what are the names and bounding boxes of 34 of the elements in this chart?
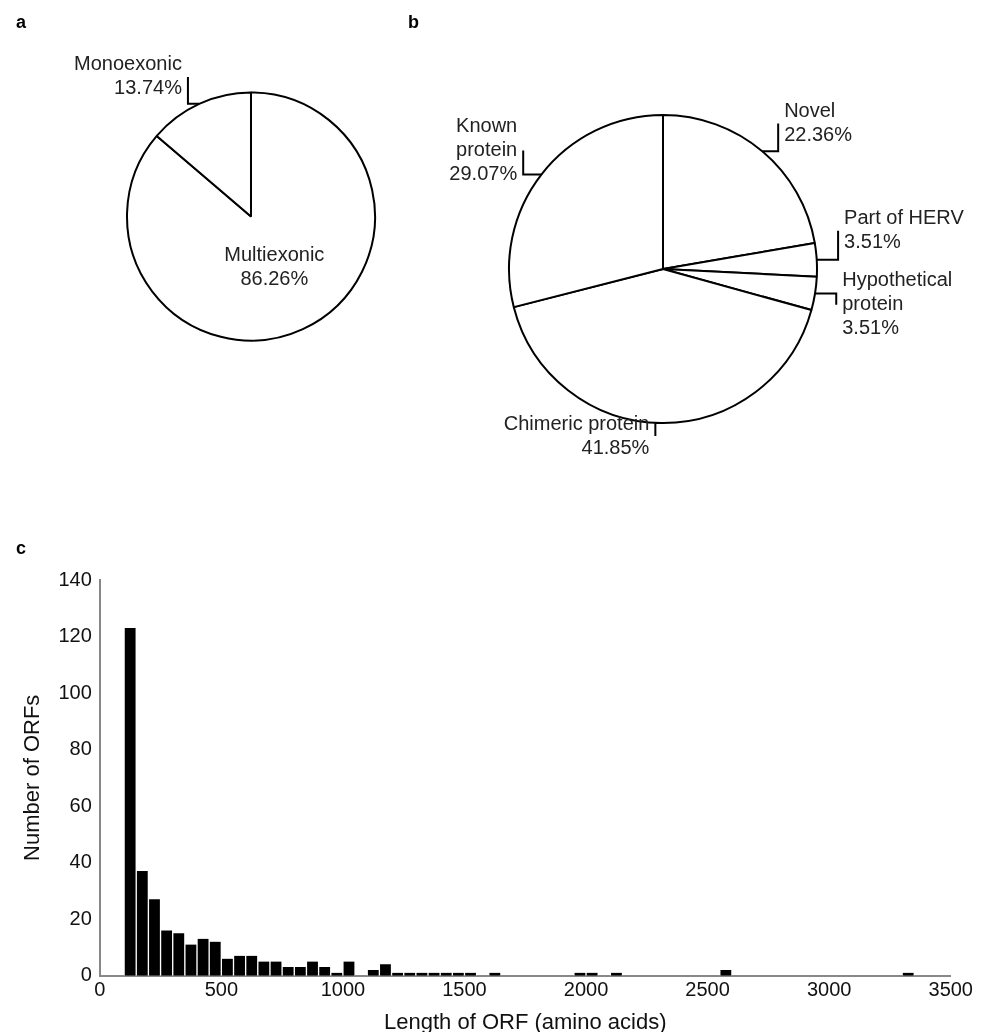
x-tick-label: 2000 (563, 978, 609, 1001)
x-tick-label: 3000 (806, 978, 852, 1001)
x-tick-label: 0 (94, 978, 106, 1001)
slice-label: Multiexonic (224, 242, 325, 265)
chart-title: b (408, 12, 420, 34)
y-axis-title: Number of ORFs (19, 694, 45, 861)
y-tick-label: 80 (69, 737, 92, 760)
x-tick-label: 1500 (442, 978, 487, 1001)
slice-label: Monoexonic (74, 52, 182, 75)
chart-title: c (16, 538, 27, 560)
slice-label: Known protein (456, 113, 518, 160)
data-label: 22.36% (784, 123, 853, 146)
data-label: 3.51% (842, 316, 900, 339)
y-tick-label: 40 (69, 850, 92, 873)
data-label: 29.07% (449, 161, 518, 184)
y-tick-label: 140 (58, 567, 92, 590)
x-tick-label: 500 (204, 978, 239, 1001)
slice-label: Chimeric protein (503, 411, 650, 434)
x-tick-label: 1000 (320, 978, 366, 1001)
chart-title: a (16, 12, 27, 34)
data-label: 13.74% (114, 76, 183, 99)
y-tick-label: 120 (58, 624, 92, 647)
data-label: 41.85% (581, 435, 650, 458)
x-tick-label: 3500 (928, 978, 973, 1001)
x-tick-label: 2500 (685, 978, 730, 1001)
y-tick-label: 100 (58, 680, 92, 703)
data-label: 86.26% (240, 266, 309, 289)
y-tick-label: 0 (80, 963, 92, 986)
slice-label: Novel (784, 99, 836, 122)
y-tick-label: 60 (69, 793, 92, 816)
slice-label: Part of HERV (844, 206, 965, 229)
data-label: 3.51% (844, 230, 902, 253)
slice-label: Hypothetical protein (842, 268, 953, 315)
y-tick-label: 20 (69, 906, 92, 929)
